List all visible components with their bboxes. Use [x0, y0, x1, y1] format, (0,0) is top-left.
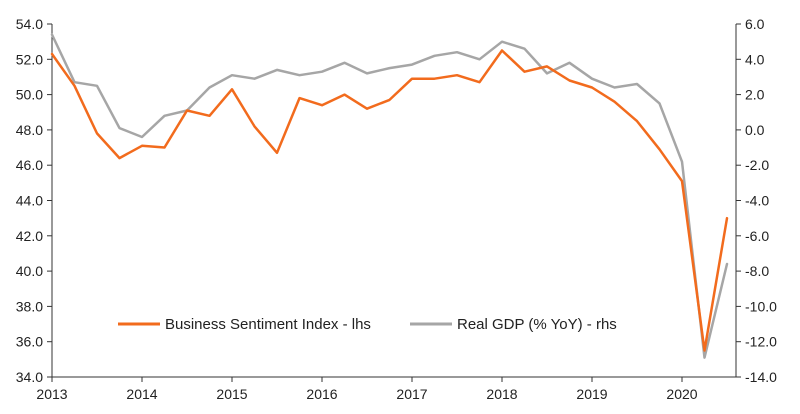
left-y-tick-label: 36.0 — [16, 334, 43, 350]
left-y-tick-label: 38.0 — [16, 298, 43, 314]
left-y-axis-ticks: 34.0 36.0 38.0 40.0 42.0 44.0 46.0 48.0 50.0 52.0… — [16, 16, 52, 385]
legend: Business Sentiment Index - lhs Real GDP … — [118, 316, 617, 333]
left-y-tick-label: 40.0 — [16, 263, 43, 279]
series-line-real-gdp — [50, 33, 729, 359]
right-y-tick-label: -12.0 — [745, 334, 777, 350]
series-line-business-sentiment — [50, 49, 729, 352]
right-y-tick-label: 6.0 — [745, 16, 765, 32]
right-y-tick-label: 4.0 — [745, 51, 765, 67]
left-y-tick-label: 48.0 — [16, 122, 43, 138]
left-y-tick-label: 34.0 — [16, 369, 43, 385]
x-tick-label: 2015 — [216, 386, 247, 402]
x-tick-label: 2019 — [576, 386, 607, 402]
left-y-tick-label: 52.0 — [16, 51, 43, 67]
left-y-tick-label: 44.0 — [16, 193, 43, 209]
x-tick-label: 2016 — [306, 386, 337, 402]
legend-label-business-sentiment: Business Sentiment Index - lhs — [165, 316, 371, 333]
x-tick-label: 2017 — [396, 386, 427, 402]
series-lines — [50, 33, 729, 359]
x-axis-ticks: 2013 2014 2015 2016 2017 2018 2019 2020 — [36, 377, 698, 402]
left-y-tick-label: 54.0 — [16, 16, 43, 32]
right-y-tick-label: -6.0 — [745, 228, 769, 244]
x-tick-label: 2018 — [486, 386, 517, 402]
legend-label-real-gdp: Real GDP (% YoY) - rhs — [457, 316, 617, 333]
right-y-tick-label: 2.0 — [745, 87, 765, 103]
x-tick-label: 2020 — [666, 386, 697, 402]
x-tick-label: 2014 — [126, 386, 157, 402]
right-y-tick-label: -8.0 — [745, 263, 769, 279]
left-y-tick-label: 46.0 — [16, 157, 43, 173]
right-y-axis-ticks: -14.0 -12.0 -10.0 -8.0 -6.0 -4.0 -2.0 0.0 2.0 4.0… — [736, 16, 777, 385]
left-y-tick-label: 42.0 — [16, 228, 43, 244]
right-y-tick-label: -4.0 — [745, 193, 769, 209]
right-y-tick-label: -2.0 — [745, 157, 769, 173]
right-y-tick-label: -14.0 — [745, 369, 777, 385]
right-y-tick-label: 0.0 — [745, 122, 765, 138]
right-y-tick-label: -10.0 — [745, 298, 777, 314]
left-y-tick-label: 50.0 — [16, 87, 43, 103]
x-tick-label: 2013 — [36, 386, 67, 402]
